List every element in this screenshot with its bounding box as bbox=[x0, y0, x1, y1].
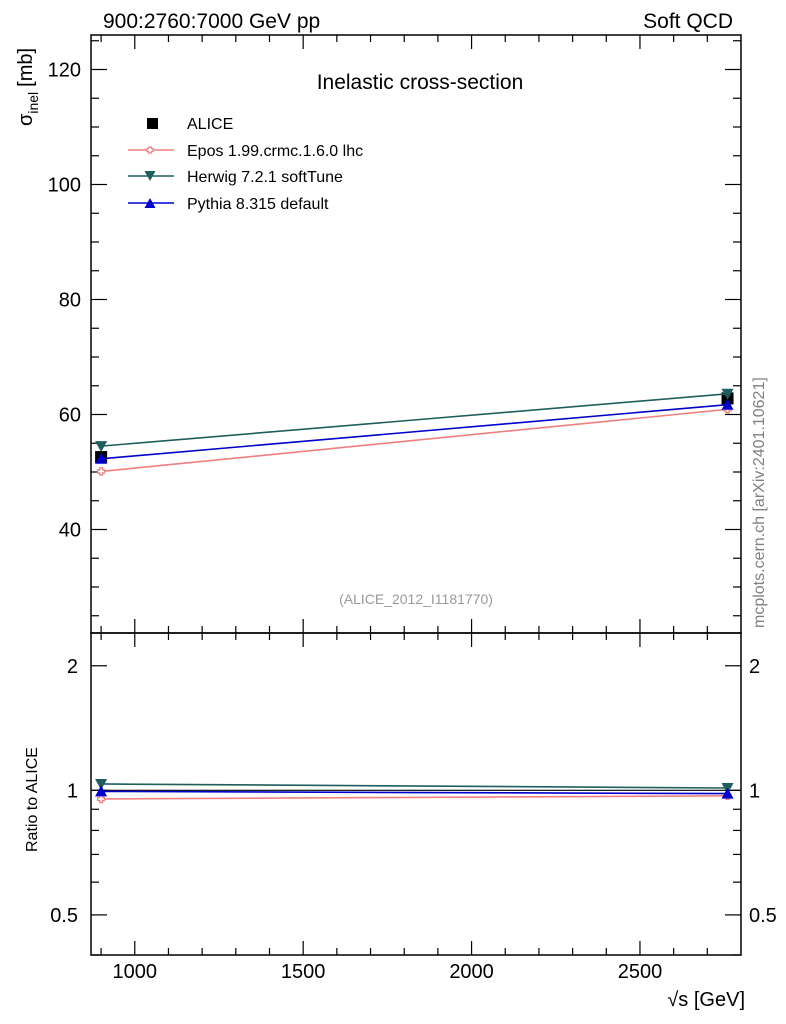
legend-label-alice: ALICE bbox=[187, 116, 233, 133]
data-point-epos-900 bbox=[96, 467, 106, 476]
legend-item-pythia: Pythia 8.315 default bbox=[128, 196, 329, 213]
x-tick-label: 1500 bbox=[281, 961, 326, 983]
data-point-pythia-900 bbox=[95, 452, 108, 464]
data-point-pythia-2760 bbox=[721, 398, 734, 410]
ratio-y-axis-title: Ratio to ALICE bbox=[24, 747, 41, 852]
x-tick-label: 1000 bbox=[113, 961, 158, 983]
legend: ALICE Epos 1.99.crmc.1.6.0 lhc Herwig 7.… bbox=[128, 116, 363, 213]
y-axis-subscript: inel bbox=[25, 92, 41, 114]
ratio-plot-frame bbox=[90, 632, 742, 956]
series-line-epos bbox=[101, 408, 728, 473]
legend-marker-herwig bbox=[144, 171, 156, 181]
legend-item-epos: Epos 1.99.crmc.1.6.0 lhc bbox=[128, 143, 363, 160]
series-line-pythia bbox=[101, 403, 728, 460]
y-tick-label: 80 bbox=[59, 290, 81, 312]
x-tick-label: 2500 bbox=[618, 961, 663, 983]
legend-marker-pythia bbox=[144, 198, 156, 208]
y-tick-label: 120 bbox=[48, 60, 81, 82]
y-axis-unit: [mb] bbox=[15, 48, 37, 87]
ratio-y-tick-label-right: 0.5 bbox=[749, 905, 777, 927]
ratio-line-epos bbox=[101, 795, 728, 800]
ratio-y-tick-label: 0.5 bbox=[50, 905, 78, 927]
data-point-herwig-2760 bbox=[721, 388, 734, 400]
x-tick-label: 2000 bbox=[449, 961, 494, 983]
header-right-label: Soft QCD bbox=[643, 10, 733, 33]
ratio-point-pythia-900 bbox=[95, 785, 108, 797]
legend-label-pythia: Pythia 8.315 default bbox=[187, 196, 329, 213]
ratio-y-tick-label-right: 2 bbox=[749, 656, 760, 678]
y-tick-label: 40 bbox=[59, 520, 81, 542]
ratio-point-herwig-900 bbox=[95, 778, 108, 790]
ratio-y-tick-label-right: 1 bbox=[749, 780, 760, 802]
header-left-label: 900:2760:7000 GeV pp bbox=[103, 10, 320, 33]
plot-title: Inelastic cross-section bbox=[317, 71, 524, 94]
ratio-y-tick-label: 1 bbox=[67, 780, 78, 802]
legend-item-herwig: Herwig 7.2.1 softTune bbox=[128, 169, 343, 186]
series-line-herwig bbox=[101, 393, 728, 447]
ratio-point-epos-900 bbox=[96, 794, 106, 804]
legend-label-herwig: Herwig 7.2.1 softTune bbox=[187, 169, 343, 186]
y-axis-title: σinel [mb] bbox=[15, 48, 41, 126]
legend-item-alice: ALICE bbox=[147, 116, 233, 133]
y-tick-label: 60 bbox=[59, 405, 81, 427]
y-axis-symbol: σ bbox=[15, 113, 37, 126]
legend-label-epos: Epos 1.99.crmc.1.6.0 lhc bbox=[187, 143, 363, 160]
series-layer bbox=[95, 388, 734, 804]
ratio-line-pythia bbox=[101, 790, 728, 795]
ratio-line-herwig bbox=[101, 783, 728, 789]
x-axis-title: √s [GeV] bbox=[667, 989, 745, 1011]
y-tick-label: 100 bbox=[48, 175, 81, 197]
side-label: mcplots.cern.ch [arXiv:2401.10621] bbox=[751, 377, 768, 628]
data-point-herwig-900 bbox=[95, 441, 108, 453]
legend-marker-alice bbox=[147, 118, 158, 129]
analysis-tag: (ALICE_2012_I1181770) bbox=[339, 591, 493, 607]
ratio-point-pythia-2760 bbox=[721, 787, 734, 799]
axes-layer: 1000 1500 2000 2500 40 60 80 100 120 0.5 0.5 1 1 2 2 bbox=[48, 35, 777, 983]
ratio-y-tick-label: 2 bbox=[67, 656, 78, 678]
legend-marker-epos bbox=[146, 146, 154, 154]
